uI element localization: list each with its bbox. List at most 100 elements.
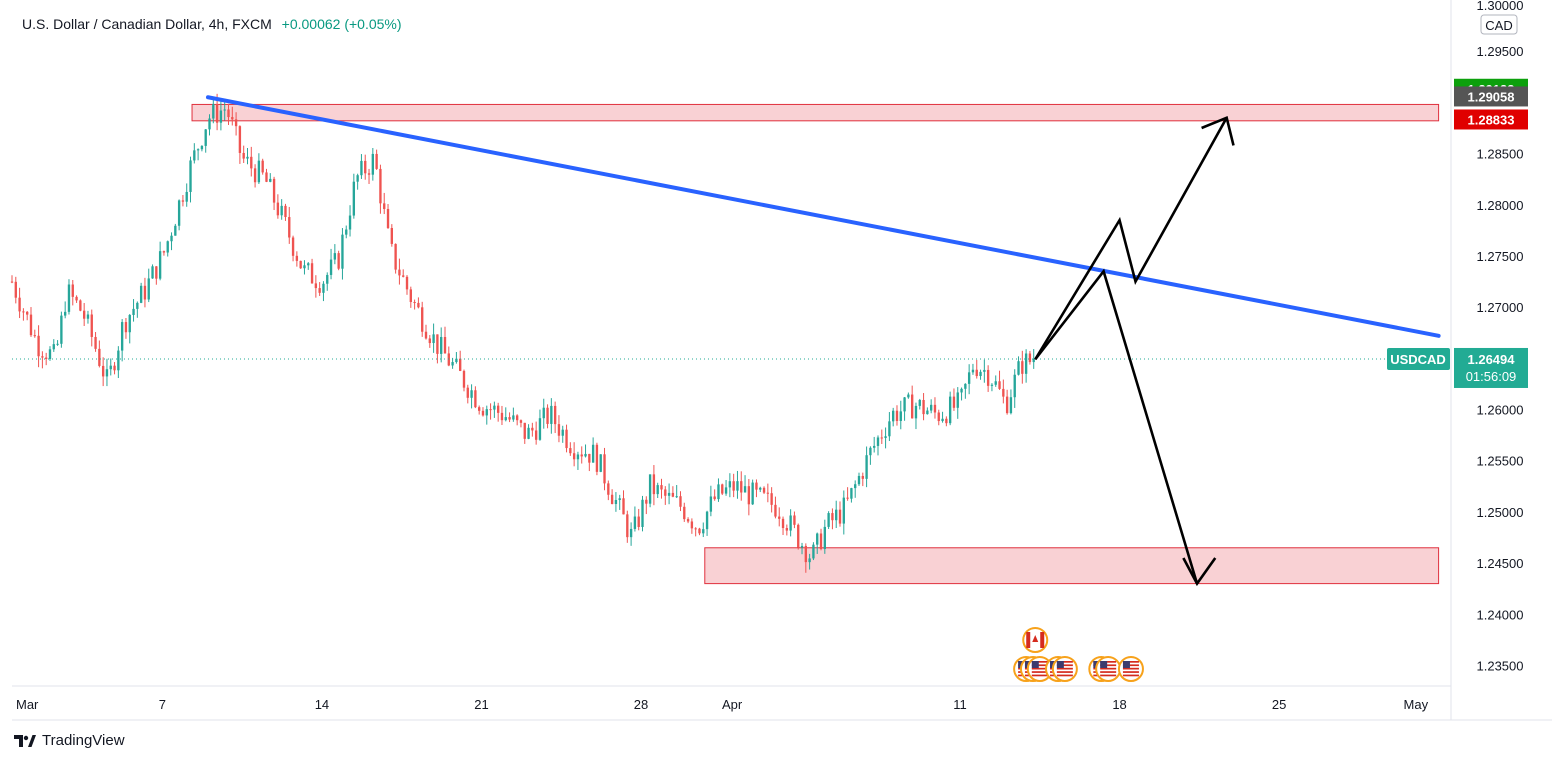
candle-body xyxy=(238,126,242,153)
candle-body xyxy=(675,496,678,498)
price-tick-label: 1.24500 xyxy=(1477,556,1524,571)
candle-body xyxy=(705,511,709,530)
trendline xyxy=(205,95,1441,338)
flag-stripe xyxy=(1100,671,1117,673)
currency-label: CAD xyxy=(1485,18,1512,33)
candle-body xyxy=(253,168,257,183)
drawings xyxy=(12,95,1450,587)
candle-body xyxy=(462,370,466,388)
candle-body xyxy=(288,217,291,238)
candle-body xyxy=(18,297,21,312)
candle-body xyxy=(375,153,378,169)
price-label-text: 1.28833 xyxy=(1468,112,1515,127)
canada-flag-icon[interactable] xyxy=(1022,627,1049,653)
candle-body xyxy=(269,178,272,182)
candle-body xyxy=(614,500,618,505)
tradingview-brand[interactable]: TradingView xyxy=(14,732,125,749)
price-axis[interactable]: 1.29500 1.28500 1.28000 1.27500 1.27000 1.260… xyxy=(1387,0,1528,674)
candle-body xyxy=(124,322,128,333)
candle-body xyxy=(804,545,808,563)
candle-body xyxy=(751,482,754,505)
candle-body xyxy=(424,331,428,339)
candle-body xyxy=(933,404,937,413)
candle-body xyxy=(75,296,78,301)
candle-body xyxy=(143,285,147,300)
candle-body xyxy=(257,160,261,183)
candle-body xyxy=(170,235,173,242)
candle-body xyxy=(41,356,44,358)
last-price-badge[interactable]: USDCAD 1.26494 01:56:09 xyxy=(1387,347,1528,388)
candle-body xyxy=(584,453,587,457)
candle-body xyxy=(603,454,606,484)
candle-body xyxy=(417,302,420,308)
time-tick-label: 14 xyxy=(315,697,329,712)
candle-body xyxy=(193,150,196,161)
candle-body xyxy=(128,314,131,333)
candle-body xyxy=(90,314,93,337)
flag-stripe xyxy=(1056,671,1073,673)
candle-body xyxy=(759,487,762,490)
candle-body xyxy=(667,492,671,496)
candle-body xyxy=(280,205,283,216)
candle-body xyxy=(945,418,948,424)
candle-body xyxy=(22,311,25,313)
candle-body xyxy=(534,430,538,440)
symbol-badge-label: USDCAD xyxy=(1390,352,1446,367)
candle-body xyxy=(352,181,356,216)
candle-body xyxy=(272,178,276,203)
candle-body xyxy=(14,281,17,298)
candle-body xyxy=(785,528,789,531)
candle-body xyxy=(994,381,997,385)
candle-body xyxy=(690,521,694,529)
candle-body xyxy=(158,251,162,279)
candle-body xyxy=(914,405,918,419)
grid xyxy=(12,0,1552,721)
us-flag-icon[interactable] xyxy=(1095,656,1122,682)
candle-body xyxy=(402,275,405,277)
candle-body xyxy=(318,288,321,293)
price-tick-label: 1.29500 xyxy=(1477,44,1524,59)
candle-body xyxy=(831,513,834,521)
candle-body xyxy=(105,369,109,377)
flag-bar-left xyxy=(1026,632,1031,648)
flag-stripe xyxy=(1100,667,1117,670)
projection-bullish-arrowhead xyxy=(1201,115,1235,146)
time-axis[interactable]: Mar 7 14 21 28 Apr 11 18 25 May xyxy=(16,697,1429,712)
flag-stripe xyxy=(1122,664,1139,667)
candle-body xyxy=(52,344,55,350)
us-flag-icon[interactable] xyxy=(1051,656,1078,682)
currency-badge-box xyxy=(1480,14,1518,35)
flag-stripe xyxy=(1031,667,1048,670)
candle-body xyxy=(899,411,902,422)
us-flag-icon[interactable] xyxy=(1026,656,1053,682)
candle-body xyxy=(895,410,899,422)
candle-body xyxy=(1021,361,1024,374)
candle-body xyxy=(337,253,340,269)
candle-body xyxy=(519,420,523,423)
last-price-value: 1.26494 xyxy=(1468,352,1516,367)
candle-body xyxy=(345,229,348,235)
flag-canton xyxy=(1122,661,1130,668)
candle-body xyxy=(455,358,458,363)
candle-body xyxy=(717,484,720,500)
candle-body xyxy=(82,310,86,319)
candle-body xyxy=(493,405,496,410)
candle-body xyxy=(242,152,245,159)
candle-body xyxy=(405,276,409,290)
candle-body xyxy=(496,405,500,413)
price-tick-label: 1.28000 xyxy=(1477,198,1524,213)
us-flag-icon[interactable] xyxy=(1117,656,1144,682)
candle-body xyxy=(440,336,443,354)
candle-body xyxy=(808,558,811,563)
candle-body xyxy=(964,383,967,389)
price-tick-label: 1.24000 xyxy=(1477,607,1524,622)
candle-body xyxy=(572,453,576,460)
flag-canton xyxy=(1056,661,1064,668)
candle-body xyxy=(736,481,739,491)
maple-leaf-icon xyxy=(1032,635,1039,642)
candle-body xyxy=(835,509,838,521)
candle-body xyxy=(546,407,549,424)
currency-badge[interactable]: CAD xyxy=(1480,14,1518,35)
candle-body xyxy=(63,311,67,316)
